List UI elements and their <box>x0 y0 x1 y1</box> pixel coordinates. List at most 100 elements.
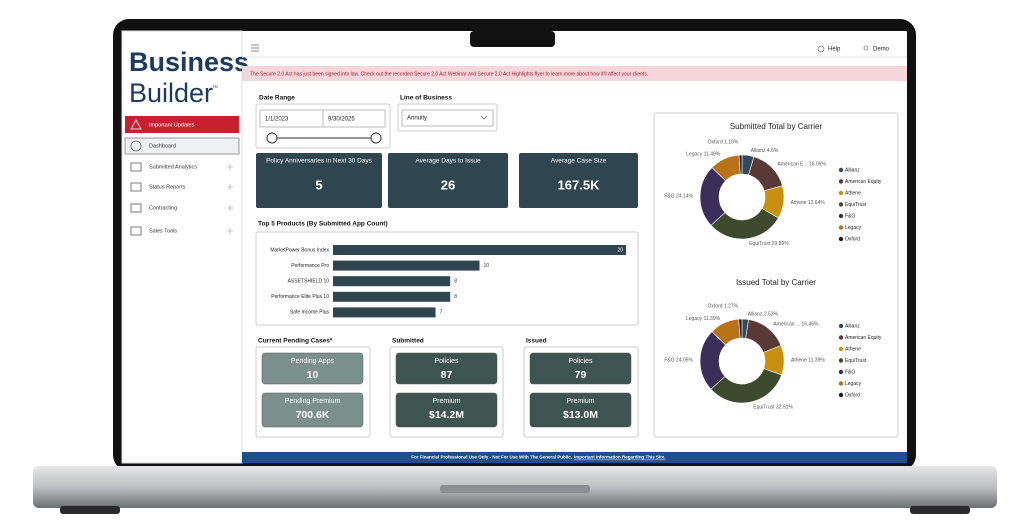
legend-entry[interactable]: F&G <box>845 369 855 375</box>
bar-label: ASSETSHIELD 10 <box>288 279 330 285</box>
expand-icon[interactable] <box>227 184 233 190</box>
legend-entry[interactable]: Legacy <box>845 225 862 231</box>
pie-charts: Submitted Total by Carrier Allianz 4.6% Al… <box>664 122 882 410</box>
legend-marker <box>838 213 844 219</box>
slice-label: Legacy 11.49% <box>686 152 721 158</box>
legend-marker <box>838 369 844 375</box>
section-title: Submitted <box>392 338 424 345</box>
menu-item[interactable]: Sales Tools <box>149 228 177 234</box>
icon <box>130 140 142 152</box>
icon <box>130 119 142 130</box>
legend-marker <box>838 202 844 207</box>
filter-label: Date Range <box>259 95 295 102</box>
bar-label: Safe Income Plus <box>290 310 330 316</box>
stat-value: 87 <box>441 369 453 381</box>
bar-label: Performance Pro <box>291 263 329 269</box>
expand-icon[interactable] <box>227 164 233 170</box>
slice-label: Allianz 4.6% <box>751 148 779 154</box>
stat-card <box>395 352 498 385</box>
kpi-value: 26 <box>441 177 455 192</box>
legend-entry[interactable]: Oxford <box>845 236 860 242</box>
date-end: 9/30/2025 <box>328 117 355 123</box>
kpi-label: Average Case Size <box>551 158 607 165</box>
legend-marker <box>838 167 844 173</box>
hamburger[interactable] <box>251 44 259 52</box>
donut-slice <box>710 368 783 404</box>
sidebar <box>121 30 243 464</box>
footer-link[interactable]: Important Information Regarding This Sit… <box>574 455 666 460</box>
stat-card <box>529 352 632 385</box>
stat-label: Premium <box>566 398 594 405</box>
menu-item[interactable]: Submitted Analytics <box>149 164 197 170</box>
user[interactable]: Demo <box>873 47 890 53</box>
slice-label: Oxford 1.15% <box>708 139 739 145</box>
legend-marker <box>838 190 844 196</box>
kpi-label: Policy Anniversaries in Next 30 Days <box>266 158 373 165</box>
bar-chart: MarketPower Bonus Index 20 Performance Pro… <box>270 245 626 318</box>
bar-value: 8 <box>454 279 457 285</box>
legend-entry[interactable]: American Equity <box>845 179 882 185</box>
date-start: 1/1/2023 <box>265 117 289 123</box>
legend-entry[interactable]: F&G <box>845 213 855 219</box>
lob-select[interactable] <box>401 109 494 127</box>
menu-item[interactable]: Important Updates <box>149 122 194 128</box>
menu-icon <box>130 203 142 213</box>
date-input[interactable] <box>322 109 386 128</box>
menu-item[interactable]: Status Reports <box>149 184 186 190</box>
slice-label: American ... 16.46% <box>773 322 819 328</box>
donut-slice <box>738 154 743 175</box>
stat-card <box>261 392 364 428</box>
user-icon <box>863 45 869 51</box>
filter-label: Line of Business <box>400 95 452 102</box>
legend-marker <box>838 381 844 386</box>
menu-icon <box>130 226 142 236</box>
bar <box>333 245 626 255</box>
stat-card <box>529 392 632 428</box>
legend-marker <box>838 323 844 329</box>
logo-tm: ™ <box>212 85 218 92</box>
legend-entry[interactable]: Athene <box>845 190 861 196</box>
stat-label: Policies <box>568 358 593 365</box>
legend-entry[interactable]: EquiTrust <box>845 202 867 208</box>
foot <box>60 506 120 514</box>
legend-entry[interactable]: Oxford <box>845 392 860 398</box>
lob-value: Annuity <box>407 116 427 122</box>
banner-text[interactable]: The Secure 2.0 Act has just been signed … <box>250 71 648 77</box>
chart-title: Issued Total by Carrier <box>736 278 816 287</box>
chevron <box>480 115 488 120</box>
legend-entry[interactable]: Legacy <box>845 381 862 387</box>
slice-label: EquiTrust 32.91% <box>753 404 793 410</box>
legend-entry[interactable]: American Equity <box>845 335 882 341</box>
kpi-card <box>256 153 382 208</box>
legend-entry[interactable]: Allianz <box>845 323 860 329</box>
slice-label: Athene 11.39% <box>791 357 825 363</box>
expand-icon[interactable] <box>227 228 233 234</box>
footer-notice: For Financial Professional Use Only - No… <box>411 455 572 460</box>
menu-active[interactable] <box>124 137 240 155</box>
bar-value: 10 <box>484 263 490 269</box>
bar-label: Performance Elite Plus 10 <box>271 294 329 300</box>
expand-icon[interactable] <box>227 205 233 211</box>
donut-slice <box>738 318 743 339</box>
slider-handle[interactable] <box>266 132 278 144</box>
bar-label: MarketPower Bonus Index <box>270 247 329 253</box>
help[interactable]: Help <box>828 47 841 53</box>
section-title: Current Pending Cases* <box>258 338 333 345</box>
legend-marker <box>838 358 844 363</box>
legend-entry[interactable]: EquiTrust <box>845 358 867 364</box>
help-icon[interactable] <box>817 45 825 53</box>
menu-item[interactable]: Dashboard <box>149 143 176 149</box>
menu-highlight[interactable] <box>125 116 239 133</box>
slider-handle[interactable] <box>370 132 382 144</box>
slice-label: Allianz 2.53% <box>748 311 779 317</box>
legend-entry[interactable]: Allianz <box>845 167 860 173</box>
bar <box>333 260 480 271</box>
legend-marker <box>838 225 844 230</box>
chart-title: Top 5 Products (By Submitted App Count) <box>258 221 388 228</box>
kpi-card <box>519 153 638 208</box>
legend-entry[interactable]: Athene <box>845 346 861 352</box>
slice-label: F&G 24.05% <box>664 357 693 363</box>
legend-marker <box>838 236 844 242</box>
menu-item[interactable]: Contracting <box>149 205 177 211</box>
